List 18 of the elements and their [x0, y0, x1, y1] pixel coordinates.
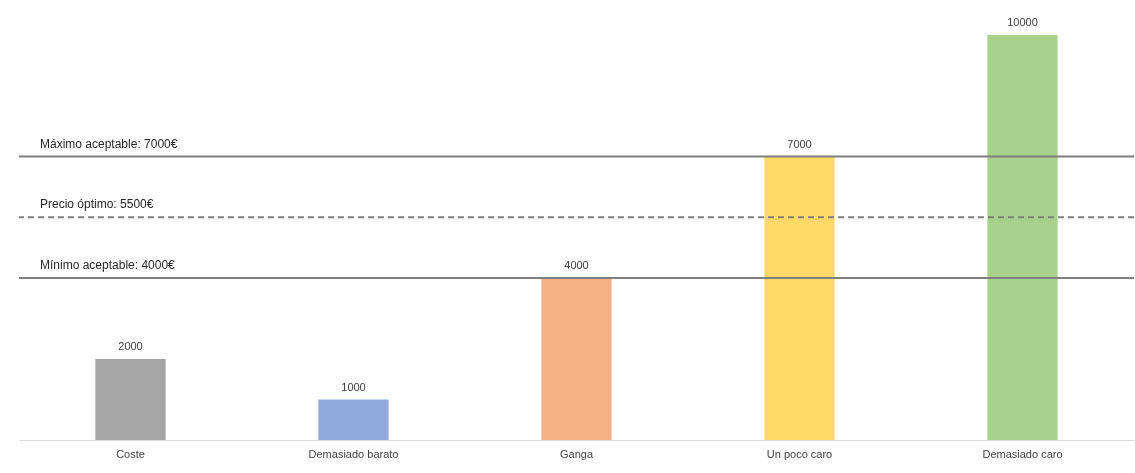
- ref-line-label: Máximo aceptable: 7000€: [40, 136, 178, 151]
- x-tick-label: Un poco caro: [766, 447, 833, 460]
- bar: [541, 278, 612, 440]
- data-label: 2000: [118, 340, 143, 352]
- x-tick-label: Ganga: [559, 447, 594, 460]
- ref-line-label: Precio óptimo: 5500€: [40, 197, 154, 212]
- bar: [95, 359, 166, 440]
- data-label: 1000: [341, 380, 366, 393]
- ref-line-label: Mínimo aceptable: 4000€: [40, 258, 176, 272]
- data-label: 10000: [1007, 16, 1038, 28]
- x-tick-label: Demasiado barato: [308, 447, 399, 460]
- bar: [764, 156, 835, 440]
- x-tick-label: Coste: [116, 447, 145, 460]
- bar: [318, 399, 389, 440]
- x-tick-label: Demasiado caro: [982, 447, 1063, 460]
- data-label: 7000: [787, 137, 812, 150]
- bar: [987, 35, 1058, 440]
- data-label: 4000: [564, 259, 589, 271]
